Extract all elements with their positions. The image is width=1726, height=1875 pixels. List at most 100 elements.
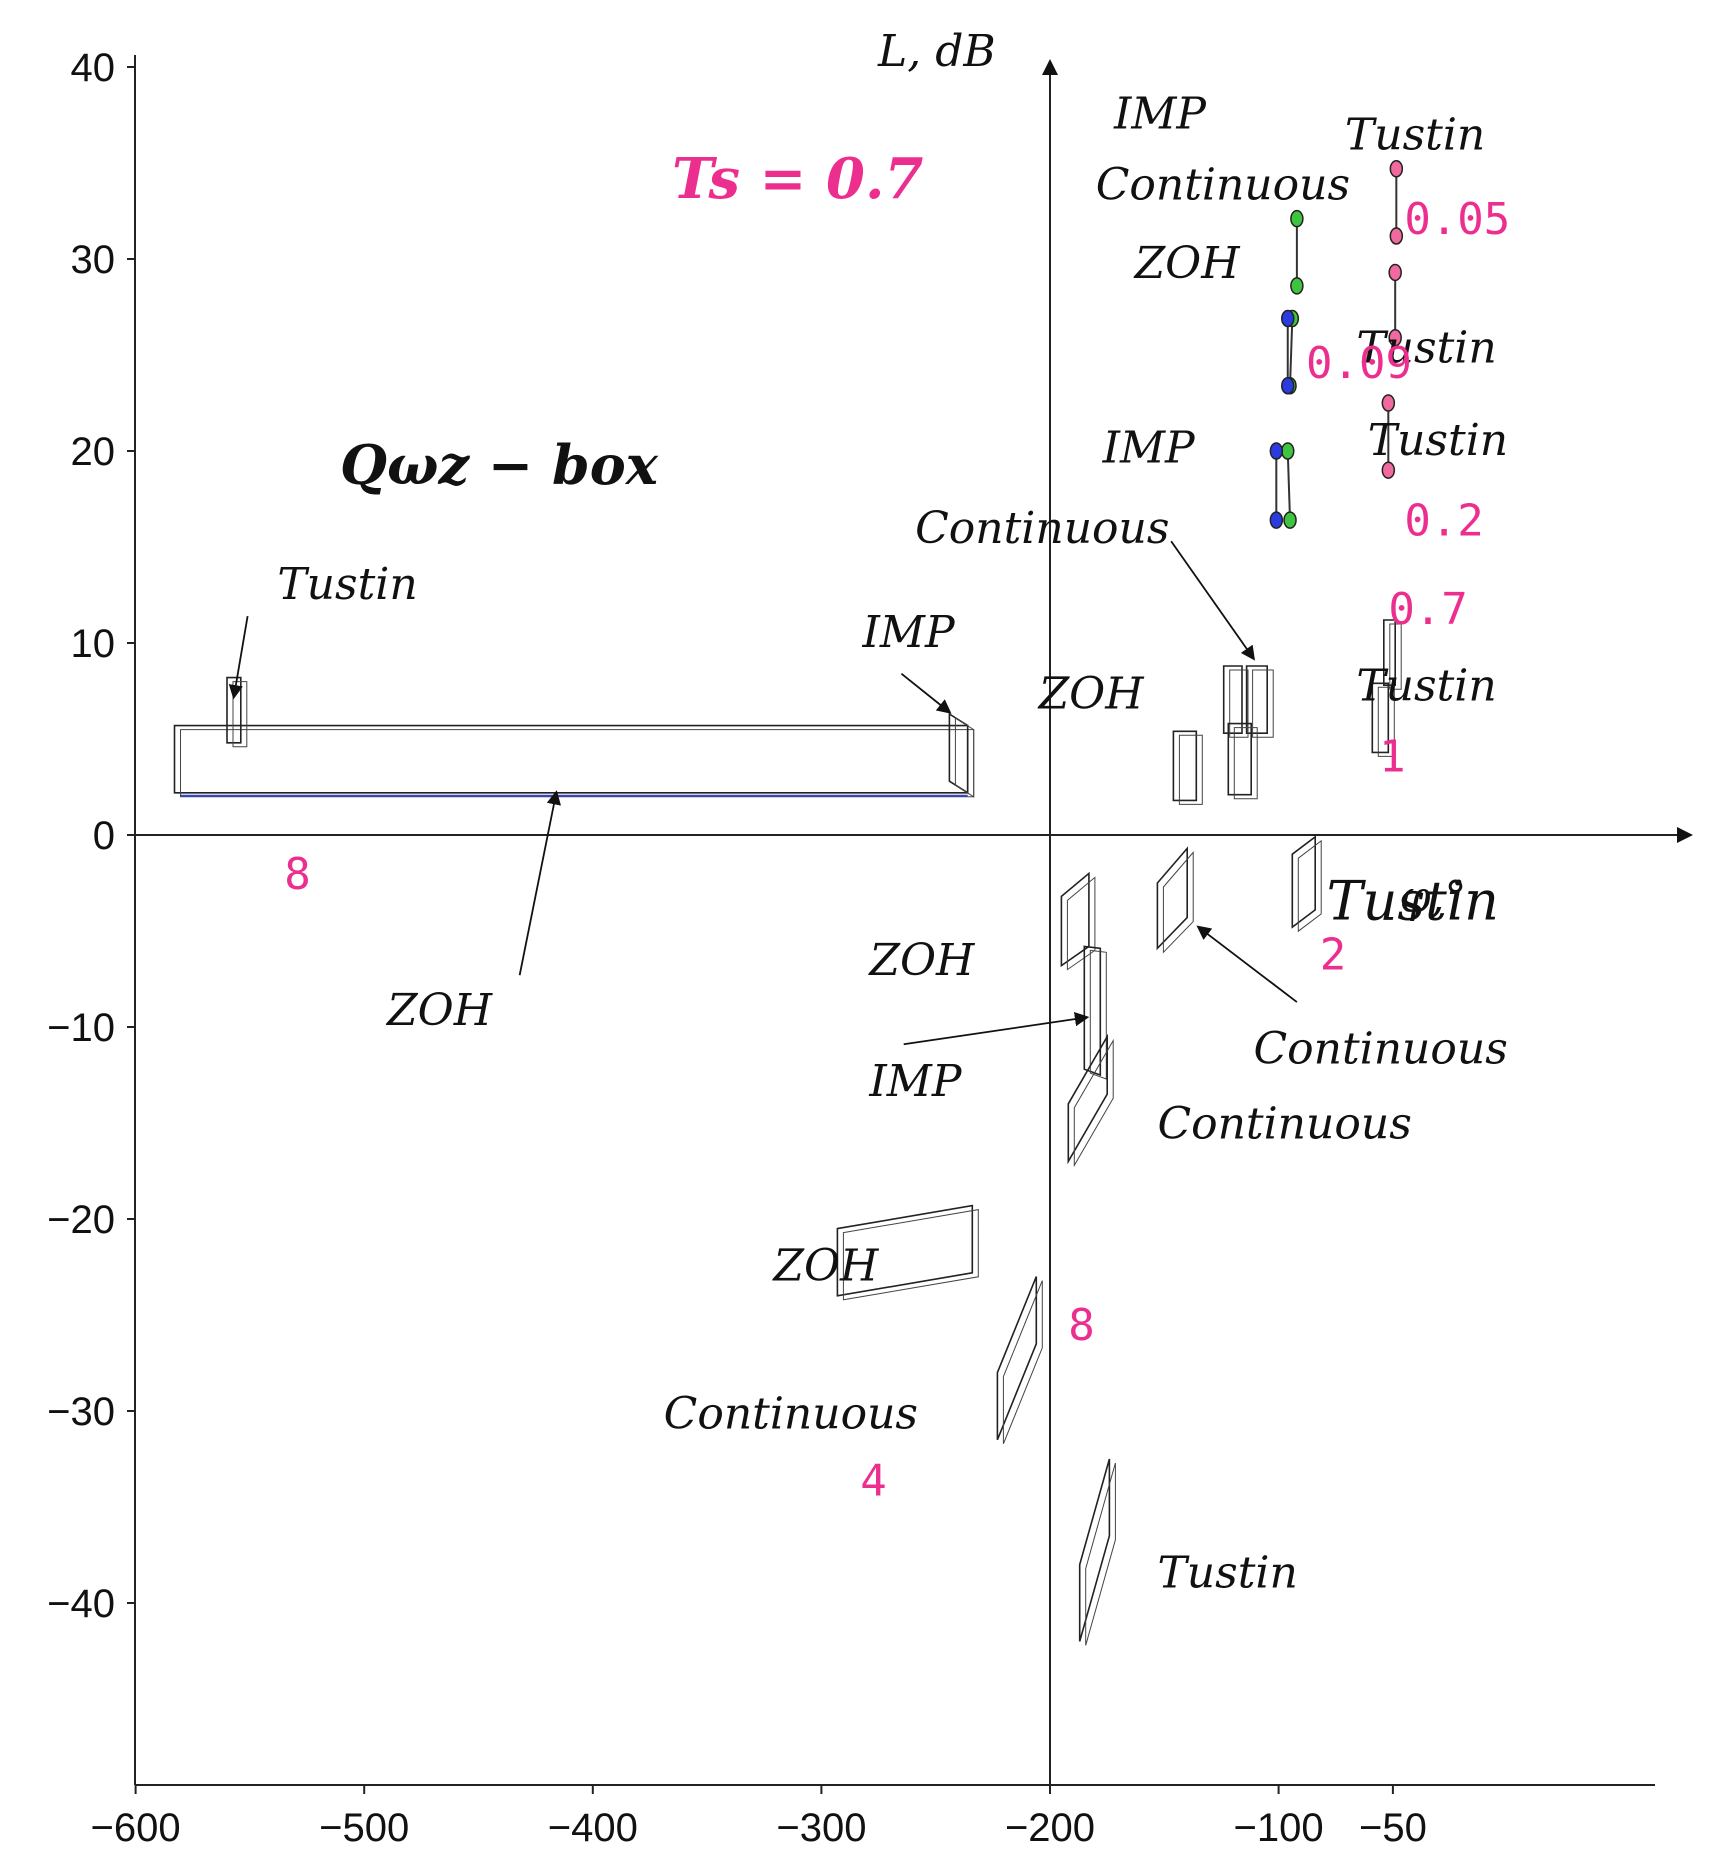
template-box — [1371, 682, 1390, 754]
method-label: IMP — [862, 607, 956, 658]
data-point — [1290, 209, 1304, 228]
group-label: 8 — [1068, 1300, 1095, 1351]
y-tick-label: 20 — [71, 430, 116, 474]
annotation-arrow — [228, 615, 249, 700]
template-box-edge — [954, 717, 975, 798]
template-box — [1083, 945, 1102, 1077]
data-point — [1269, 442, 1284, 460]
method-label: Tustin — [1356, 323, 1496, 374]
template-box — [836, 1204, 974, 1297]
data-point — [1388, 328, 1402, 347]
template-box-edge — [1089, 949, 1107, 1080]
point-group — [1269, 160, 1404, 529]
template-box — [996, 1276, 1038, 1441]
qbox-label: Qωz − box — [340, 433, 659, 497]
annotation-arrow — [1196, 925, 1298, 1003]
group-label: 4 — [860, 1455, 887, 1506]
template-box — [1156, 846, 1188, 951]
template-box — [173, 724, 969, 794]
template-box-edge — [232, 681, 248, 748]
template-box — [1067, 1033, 1108, 1165]
template-box-edge — [1233, 727, 1258, 800]
template-box-edge — [1389, 623, 1402, 690]
template-box-edge — [1297, 839, 1322, 933]
template-box-edge — [1002, 1280, 1043, 1444]
x-axis-label: φ,° — [1400, 872, 1467, 923]
method-label: ZOH — [771, 1240, 880, 1291]
method-label: Tustin — [1368, 415, 1508, 466]
y-axis-label: L, dB — [877, 26, 996, 77]
data-point — [1389, 227, 1404, 245]
method-label: IMP — [1102, 423, 1196, 474]
y-tick-label: 0 — [93, 814, 115, 858]
plot-frame: 40 30 20 10 0 −10 −20 −30 −40 −600 −500 −400 −300 −20… — [47, 46, 1693, 1850]
method-label: Tustin — [1157, 1548, 1297, 1599]
template-box-edge — [1252, 669, 1274, 738]
method-label: Continuous — [1096, 159, 1350, 210]
method-label: ZOH — [1133, 238, 1242, 289]
x-tick-label: −300 — [776, 1806, 866, 1850]
method-label: Tustin — [1356, 661, 1496, 712]
template-box-edge — [1085, 1462, 1116, 1646]
data-point — [1280, 442, 1295, 460]
method-label: Continuous — [1157, 1098, 1411, 1149]
method-label: Tustin — [1345, 110, 1485, 161]
template-box — [1227, 722, 1252, 796]
data-point — [1280, 376, 1295, 395]
method-label: IMP — [1113, 88, 1207, 139]
method-label: ZOH — [1037, 668, 1146, 719]
template-box — [1245, 665, 1268, 735]
x-tick-label: −200 — [1005, 1806, 1095, 1850]
y-tick-label: 40 — [71, 46, 116, 90]
y-tick-label: −10 — [47, 1006, 115, 1050]
data-point — [1290, 277, 1304, 295]
data-point — [1280, 309, 1295, 328]
point-pair-link — [1286, 450, 1292, 521]
x-tick-label: −100 — [1234, 1806, 1324, 1850]
template-box-edge — [1066, 876, 1096, 971]
template-box — [1222, 665, 1243, 735]
template-box-edge — [1162, 851, 1194, 954]
group-label: 1 — [1379, 732, 1406, 783]
group-label: 0.7 — [1388, 584, 1467, 635]
template-box-edge — [842, 1209, 979, 1301]
group-label: 0.09 — [1306, 338, 1412, 389]
template-box-edge — [1073, 1038, 1114, 1168]
annotation-arrow — [1170, 540, 1256, 661]
annotation-arrow — [903, 1011, 1090, 1046]
annotation-arrow — [518, 790, 561, 976]
x-tick-label: −50 — [1359, 1806, 1427, 1850]
method-label: Tustin — [1327, 869, 1499, 932]
data-point — [1269, 511, 1284, 529]
template-box — [1078, 1458, 1111, 1642]
data-point — [1381, 461, 1396, 479]
y-tick-label: −40 — [47, 1582, 115, 1626]
x-tick-label: −600 — [91, 1806, 181, 1850]
y-tick-label: 10 — [71, 622, 116, 666]
x-tick-label: −500 — [319, 1806, 409, 1850]
group-label: 8 — [284, 849, 311, 900]
arrow-group — [228, 540, 1298, 1046]
template-box-edge — [1377, 686, 1395, 757]
template-box-edge — [1229, 669, 1249, 738]
method-label: ZOH — [385, 985, 494, 1036]
annotation-arrow — [900, 673, 952, 714]
method-label: Continuous — [664, 1388, 918, 1439]
method-label: Tustin — [277, 559, 417, 610]
template-box — [1172, 730, 1198, 802]
template-box-edge — [1178, 734, 1203, 805]
ts-label: Ts = 0.7 — [672, 146, 923, 212]
method-label: IMP — [868, 1056, 962, 1107]
group-label: 0.2 — [1404, 495, 1483, 546]
template-box — [1291, 835, 1316, 929]
group-label: 2 — [1320, 929, 1347, 980]
data-point — [1283, 511, 1297, 529]
template-box-edge — [180, 729, 975, 798]
method-label: Continuous — [915, 503, 1169, 554]
x-tick-label: −400 — [548, 1806, 638, 1850]
method-label: Continuous — [1253, 1023, 1507, 1074]
data-point — [1388, 263, 1402, 282]
y-tick-label: −30 — [47, 1390, 115, 1434]
